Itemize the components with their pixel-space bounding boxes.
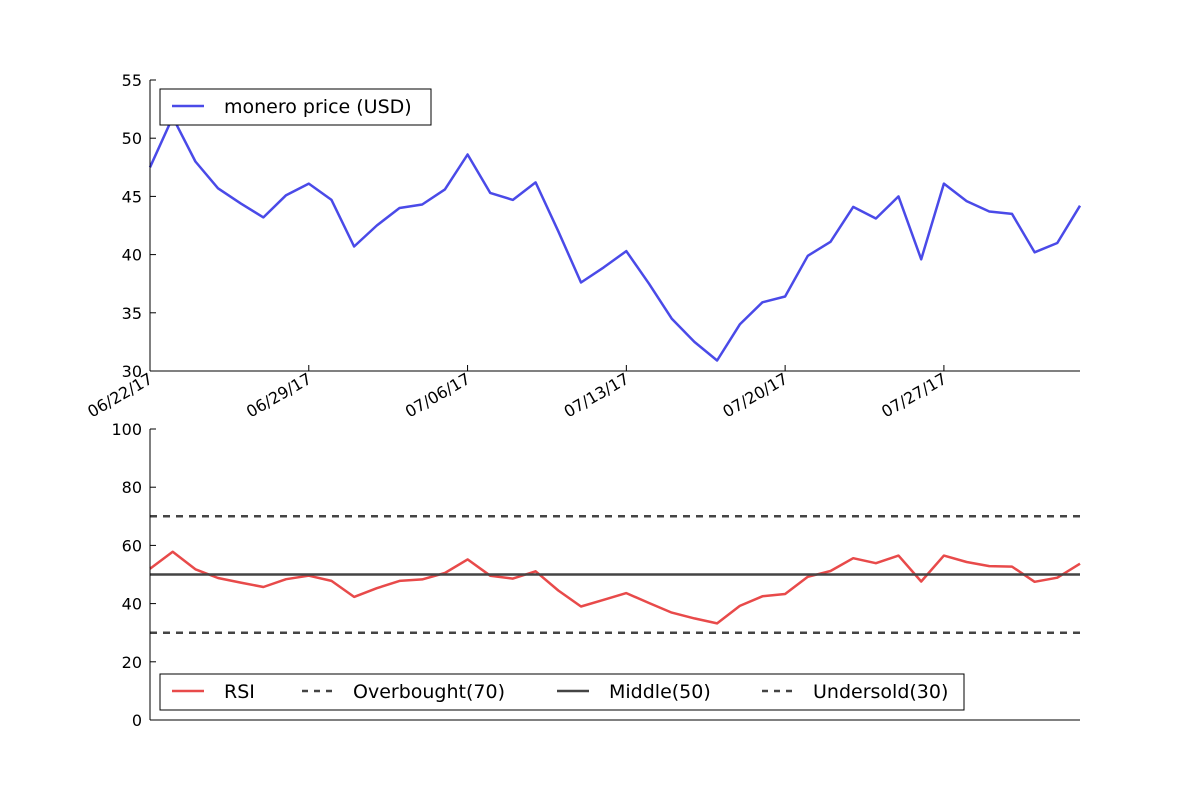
price-x-ticks: 06/22/17 06/29/17 07/06/17 07/13/17 07/20/17…	[84, 365, 950, 421]
price-legend-box	[159, 88, 432, 126]
price-y-tick-label: 55	[122, 71, 142, 90]
middle-legend-label: Middle(50)	[609, 681, 711, 703]
price-x-tick-label: 06/22/17	[84, 369, 156, 421]
price-y-tick-label: 30	[122, 362, 142, 381]
rsi-y-tick-label: 0	[132, 711, 142, 730]
price-x-tick-label: 07/27/17	[878, 369, 950, 421]
overbought-legend-label: Overbought(70)	[353, 681, 505, 703]
price-y-tick-label: 45	[122, 187, 142, 206]
rsi-legend-label: RSI	[224, 681, 255, 703]
rsi-series-layer	[149, 515, 1081, 634]
undersold-legend-label: Undersold(30)	[813, 681, 948, 703]
price-x-tick-label: 07/06/17	[402, 369, 474, 421]
rsi-y-tick-label: 100	[111, 420, 142, 439]
price-y-tick-label: 40	[122, 246, 142, 265]
price-x-tick-label: 06/29/17	[243, 369, 315, 421]
price-y-ticks: 30 35 40 45 50 55	[122, 71, 156, 381]
price-legend-label: monero price (USD)	[224, 96, 412, 118]
price-y-tick-label: 50	[122, 129, 142, 148]
price-line	[148, 115, 1082, 362]
price-chart: 30 35 40 45 50 55 06/22/17 06/29/17 07/06/17 07/…	[84, 71, 1082, 421]
rsi-y-tick-label: 80	[122, 478, 142, 497]
price-x-tick-label: 07/20/17	[719, 369, 791, 421]
price-x-tick-label: 07/13/17	[561, 369, 633, 421]
rsi-chart: 0 20 40 60 80 100 RSI Overbought(70) Middle(5…	[111, 420, 1081, 730]
rsi-legend: RSI Overbought(70) Middle(50) Undersold(…	[159, 673, 965, 711]
rsi-y-tick-label: 20	[122, 653, 142, 672]
price-y-tick-label: 35	[122, 304, 142, 323]
rsi-y-ticks: 0 20 40 60 80 100	[111, 420, 156, 730]
rsi-y-tick-label: 60	[122, 536, 142, 555]
rsi-line	[149, 550, 1081, 625]
rsi-y-tick-label: 40	[122, 595, 142, 614]
price-legend: monero price (USD)	[159, 88, 432, 126]
price-series-layer	[148, 115, 1082, 362]
